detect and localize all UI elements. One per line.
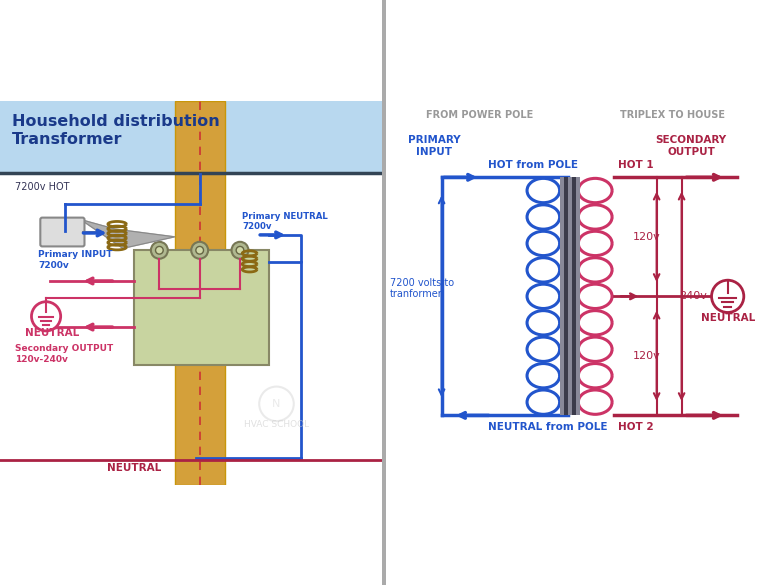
Text: Secondary OUTPUT
120v-240v: Secondary OUTPUT 120v-240v <box>15 345 114 364</box>
Text: NEUTRAL from POLE: NEUTRAL from POLE <box>488 422 607 432</box>
Text: 120v: 120v <box>633 351 661 361</box>
Circle shape <box>237 246 244 254</box>
Text: Primary INPUT
7200v: Primary INPUT 7200v <box>38 250 113 270</box>
Text: N: N <box>273 399 280 409</box>
Text: HVAC SCHOOL: HVAC SCHOOL <box>244 420 309 429</box>
Text: 240v: 240v <box>679 291 707 301</box>
FancyBboxPatch shape <box>576 177 580 415</box>
Circle shape <box>232 242 249 259</box>
FancyBboxPatch shape <box>564 177 568 415</box>
FancyBboxPatch shape <box>134 250 269 366</box>
Text: HOT 2: HOT 2 <box>618 422 654 432</box>
Text: NEUTRAL: NEUTRAL <box>108 463 161 473</box>
Circle shape <box>191 242 208 259</box>
FancyBboxPatch shape <box>175 101 224 484</box>
Text: PRIMARY
INPUT: PRIMARY INPUT <box>408 135 460 157</box>
Text: Transformer: Transformer <box>12 132 122 147</box>
Circle shape <box>31 302 61 331</box>
Text: 7200v HOT: 7200v HOT <box>15 182 70 192</box>
Text: HOT from POLE: HOT from POLE <box>488 160 578 170</box>
Text: Household distribution: Household distribution <box>12 114 220 129</box>
FancyBboxPatch shape <box>568 177 572 415</box>
Text: TRIPLEX TO HOUSE: TRIPLEX TO HOUSE <box>620 110 724 120</box>
FancyBboxPatch shape <box>41 218 84 246</box>
Circle shape <box>151 242 168 259</box>
Circle shape <box>196 246 204 254</box>
Polygon shape <box>81 219 175 249</box>
Text: Primary NEUTRAL
7200v: Primary NEUTRAL 7200v <box>242 212 328 231</box>
Text: NEUTRAL: NEUTRAL <box>25 328 79 338</box>
Circle shape <box>156 246 164 254</box>
Text: 7200 volts to
tranformer: 7200 volts to tranformer <box>389 278 454 300</box>
Text: 120v: 120v <box>633 232 661 242</box>
FancyBboxPatch shape <box>560 177 564 415</box>
FancyBboxPatch shape <box>0 101 384 174</box>
Circle shape <box>711 280 744 312</box>
Text: HOT 1: HOT 1 <box>618 160 654 170</box>
FancyBboxPatch shape <box>572 177 576 415</box>
Text: SECONDARY
OUTPUT: SECONDARY OUTPUT <box>656 135 727 157</box>
Text: FROM POWER POLE: FROM POWER POLE <box>426 110 534 120</box>
Text: NEUTRAL: NEUTRAL <box>700 314 755 324</box>
